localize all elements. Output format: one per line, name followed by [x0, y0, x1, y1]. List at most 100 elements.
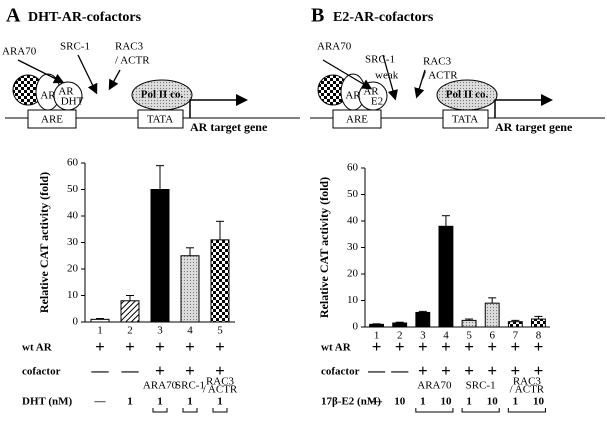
y-tick-label: 20: [67, 263, 79, 275]
row-cell: +: [125, 337, 135, 356]
group-label: ARA70: [143, 380, 178, 392]
row-cell: +: [534, 337, 544, 356]
row-cell: —: [367, 361, 386, 380]
cofactor-label: / ACTR: [115, 55, 150, 67]
tata-label: TATA: [147, 114, 173, 126]
y-tick-label: 0: [353, 321, 359, 333]
row-cell: 1: [513, 396, 519, 408]
row-cell: —: [94, 396, 107, 408]
bar: [392, 322, 408, 328]
y-tick-label: 50: [347, 188, 359, 200]
bar: [150, 189, 170, 323]
y-tick-label: 60: [347, 162, 359, 174]
cofactor-arrow: [322, 59, 373, 90]
row-cell: —: [121, 361, 140, 380]
row-cell: 10: [487, 396, 499, 408]
group-bracket: [507, 408, 546, 413]
ar-shape: [53, 81, 83, 111]
row-cell: +: [215, 361, 225, 380]
cofactor-label: ARA70: [2, 46, 37, 58]
row-cell: +: [95, 337, 105, 356]
y-tick-label: 40: [347, 215, 359, 227]
bar: [484, 302, 500, 328]
cofactor-arrow: [382, 54, 398, 101]
cofactor-label: SRC-1: [60, 41, 90, 53]
bar: [180, 255, 200, 323]
group-bracket: [415, 408, 454, 413]
row-cell: 1: [127, 396, 133, 408]
lane-number: 1: [374, 330, 380, 342]
tata-label: TATA: [452, 114, 478, 126]
are-box: [27, 109, 77, 129]
y-tick-label: 30: [67, 236, 79, 248]
cofactor-label: weak: [375, 70, 399, 82]
pol-ii-label: Pol II co.: [446, 89, 489, 101]
row-cell: +: [155, 337, 165, 356]
row-cell: +: [395, 337, 405, 356]
row-cell: 1: [217, 396, 223, 408]
lane-number: 2: [127, 325, 133, 337]
row-cell: +: [510, 337, 520, 356]
lane-number: 8: [536, 330, 542, 342]
cofactor-label: SRC-1: [365, 54, 395, 66]
group-label: ARA70: [417, 380, 452, 392]
panel-letter: A: [6, 5, 21, 27]
lane-number: 7: [513, 330, 519, 342]
group-bracket: [212, 408, 228, 413]
cofactor-label: / ACTR: [423, 70, 458, 82]
bar: [120, 300, 140, 323]
lane-number: 1: [97, 325, 103, 337]
row-cell: 10: [394, 396, 406, 408]
receptor-label: AR: [58, 86, 74, 98]
transcription-arrow: [494, 94, 553, 118]
y-tick-label: 0: [73, 316, 79, 328]
ligand-label: E2: [371, 96, 383, 108]
lane-number: 4: [443, 330, 449, 342]
row-cell: +: [464, 361, 474, 380]
row-cell: 10: [533, 396, 545, 408]
row-cell: +: [487, 337, 497, 356]
row-label: wt AR: [22, 342, 53, 354]
transcription-arrow: [189, 94, 248, 118]
lane-number: 3: [420, 330, 426, 342]
are-label: ARE: [346, 114, 368, 126]
group-label: SRC-1: [466, 380, 496, 392]
row-label: DHT (nM): [22, 396, 73, 408]
row-cell: +: [510, 361, 520, 380]
group-label: SRC-1: [175, 380, 205, 392]
y-tick-label: 20: [347, 268, 359, 280]
row-cell: +: [534, 361, 544, 380]
cofactor-arrow: [108, 69, 121, 91]
group-bracket: [461, 408, 500, 413]
row-cell: 1: [157, 396, 163, 408]
group-label: RAC3: [206, 376, 235, 388]
lane-number: 3: [157, 325, 163, 337]
pol-ii: [436, 79, 498, 111]
group-bracket: [182, 408, 198, 413]
group-bracket: [152, 408, 168, 413]
gene-label: AR target gene: [190, 120, 268, 134]
y-tick-label: 60: [67, 157, 79, 169]
are-label: ARE: [41, 114, 63, 126]
y-axis-label: Relative CAT activity (fold): [37, 172, 51, 313]
y-tick-label: 10: [67, 289, 79, 301]
row-label: wt AR: [321, 342, 352, 354]
cofactor-label: ARA70: [317, 41, 352, 53]
bar: [90, 318, 110, 323]
row-cell: —: [370, 396, 383, 408]
cofactor-label: RAC3: [115, 41, 144, 53]
row-cell: —: [91, 361, 110, 380]
row-cell: 10: [440, 396, 452, 408]
group-label: / ACTR: [203, 384, 238, 396]
group-label: / ACTR: [510, 384, 545, 396]
cofactor-arrow: [414, 69, 426, 99]
row-cell: +: [464, 337, 474, 356]
cofactor-arrow: [17, 59, 65, 84]
y-tick-label: 50: [67, 183, 79, 195]
row-cell: +: [487, 361, 497, 380]
receptor-label: AR: [40, 90, 56, 102]
row-label: cofactor: [22, 366, 61, 378]
row-cell: 1: [466, 396, 472, 408]
row-cell: +: [185, 337, 195, 356]
